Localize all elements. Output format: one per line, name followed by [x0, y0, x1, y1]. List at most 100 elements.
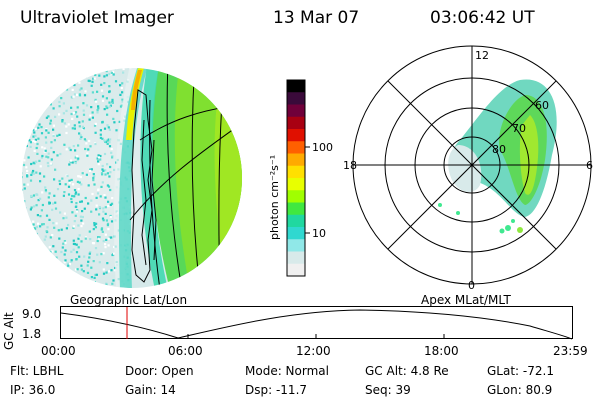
speckle [107, 244, 110, 247]
speckle [76, 209, 79, 212]
speckle [36, 152, 39, 155]
speckle [50, 158, 53, 161]
speckle [80, 264, 83, 267]
speckle [101, 181, 104, 184]
speckle [72, 79, 75, 82]
speckle [37, 61, 39, 63]
speckle [29, 65, 31, 67]
speckle [108, 73, 111, 76]
speckle [100, 83, 103, 86]
speckle [22, 142, 23, 145]
speckle [73, 195, 76, 198]
time-tick-4: 23:59 [553, 344, 588, 358]
speckle [104, 68, 107, 69]
speckle [29, 179, 33, 182]
speckle [33, 131, 36, 134]
speckle [105, 70, 108, 73]
speckle [41, 154, 44, 158]
speckle [96, 68, 99, 69]
speckle [24, 68, 27, 71]
speckle [59, 280, 62, 283]
speckle [37, 249, 41, 252]
speckle [45, 128, 48, 131]
speckle [33, 259, 36, 262]
speckle [61, 119, 64, 122]
colorbar-step [287, 165, 305, 179]
speckle [102, 207, 105, 210]
speckle [101, 95, 105, 98]
speckle [29, 97, 32, 100]
speckle [25, 75, 28, 78]
speckle [83, 94, 87, 97]
speckle [24, 88, 27, 91]
colorbar-step [287, 251, 305, 265]
speckle [88, 70, 91, 73]
speckle [86, 154, 89, 157]
speckle [93, 124, 97, 127]
speckle [22, 94, 25, 97]
speckle [65, 148, 68, 151]
speckle [39, 197, 42, 200]
speckle [27, 111, 30, 114]
speckle [86, 60, 88, 62]
speckle [105, 74, 108, 77]
speckle [94, 142, 97, 146]
speckle [107, 228, 110, 231]
speckle [92, 176, 95, 179]
speckle [77, 283, 80, 286]
speckle [77, 188, 80, 191]
speckle [38, 64, 40, 66]
speckle [36, 259, 39, 262]
speckle [63, 191, 66, 194]
speckle [39, 259, 42, 263]
speckle [97, 107, 100, 110]
speckle [28, 139, 31, 142]
speckle [25, 126, 28, 129]
speckle [73, 124, 76, 127]
speckle [42, 285, 45, 288]
speckle [68, 77, 71, 80]
speckle [94, 73, 97, 76]
speckle [55, 256, 58, 259]
speckle [75, 210, 78, 213]
speckle [33, 270, 36, 273]
speckle [34, 140, 37, 143]
speckle [111, 101, 114, 104]
speckle [102, 268, 105, 271]
speckle [26, 68, 30, 69]
speckle [38, 68, 41, 70]
speckle [61, 177, 64, 180]
speckle [93, 77, 96, 80]
speckle [130, 63, 132, 65]
speckle [56, 154, 59, 157]
speckle [78, 275, 81, 278]
speckle [108, 145, 112, 148]
speckle [89, 114, 92, 117]
speckle [45, 214, 49, 217]
speckle [49, 62, 51, 64]
speckle [87, 202, 90, 205]
speckle [23, 102, 26, 105]
speckle [78, 234, 81, 237]
speckle [29, 108, 32, 111]
geographic-image [22, 60, 242, 288]
speckle [97, 236, 100, 239]
speckle [40, 256, 43, 259]
speckle [65, 216, 68, 219]
speckle [110, 151, 113, 154]
speckle [65, 109, 68, 112]
speckle [47, 94, 50, 97]
speckle [111, 197, 114, 200]
speckle [49, 64, 51, 66]
speckle [53, 75, 57, 78]
speckle [82, 283, 85, 286]
speckle [63, 253, 66, 256]
speckle [70, 260, 73, 263]
speckle [97, 65, 99, 67]
speckle [51, 260, 54, 263]
speckle [41, 146, 44, 149]
speckle [95, 222, 98, 225]
speckle [82, 222, 85, 225]
speckle [92, 77, 95, 80]
speckle [54, 95, 57, 98]
